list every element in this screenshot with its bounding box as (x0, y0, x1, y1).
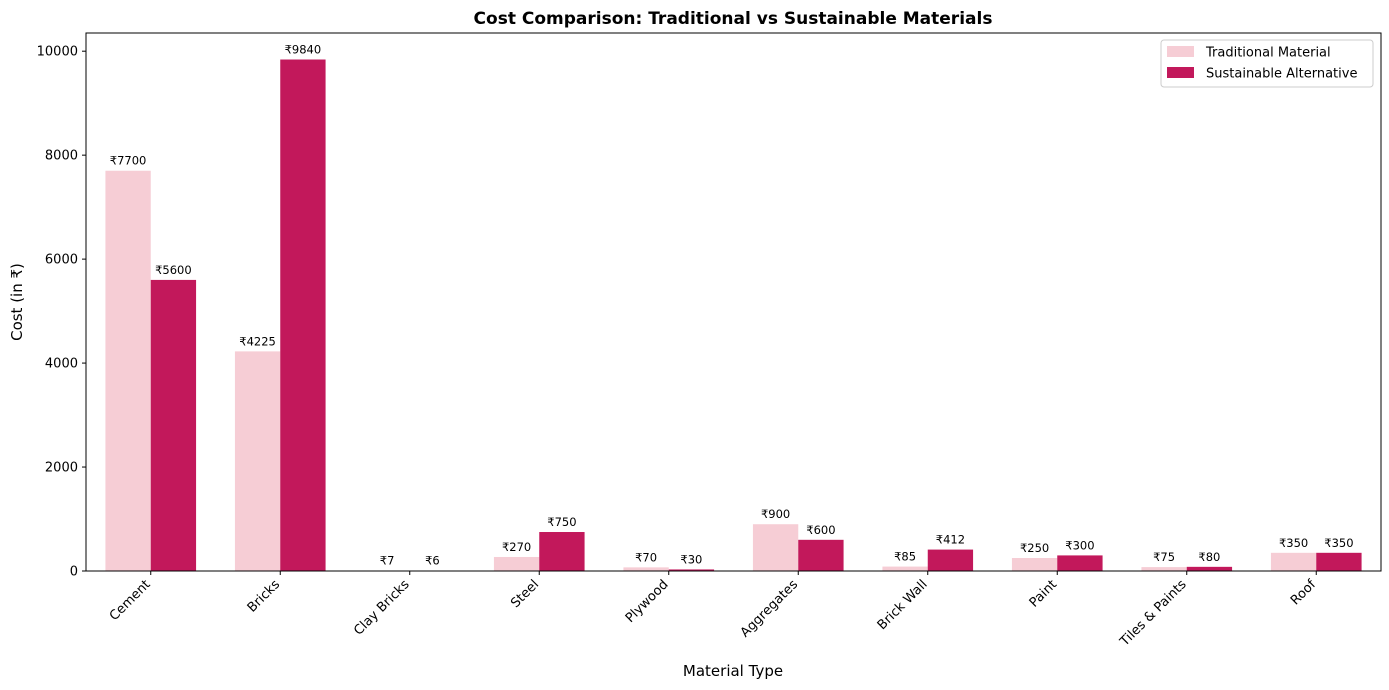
x-tick-label: Roof (1288, 577, 1319, 608)
bar-traditional-material (234, 351, 281, 571)
x-tick-label: Brick Wall (875, 577, 931, 633)
plot-frame (85, 32, 1382, 572)
bar-traditional-material (493, 556, 540, 571)
data-label: ₹5600 (155, 263, 192, 277)
x-tick-label: Plywood (623, 577, 672, 626)
data-label: ₹80 (1198, 550, 1220, 564)
bar-traditional-material (882, 566, 928, 571)
data-label: ₹300 (1065, 538, 1094, 552)
data-label: ₹7 (380, 554, 395, 568)
data-label: ₹70 (635, 550, 657, 564)
bar-traditional-material (1270, 552, 1317, 571)
bar-sustainable-alternative (280, 59, 326, 572)
bar-traditional-material (1011, 558, 1058, 571)
data-label: ₹4225 (239, 334, 276, 348)
bar-sustainable-alternative (668, 569, 715, 571)
data-label: ₹30 (680, 552, 702, 566)
data-label: ₹900 (761, 507, 790, 521)
legend: Traditional Material Sustainable Alternat… (1160, 39, 1374, 88)
bar-sustainable-alternative (798, 539, 844, 571)
data-label: ₹75 (1153, 550, 1175, 564)
bar-traditional-material (752, 524, 799, 571)
x-tick-label: Clay Bricks (351, 577, 413, 639)
data-label: ₹270 (502, 540, 531, 554)
y-tick-label: 10000 (37, 45, 78, 60)
y-axis-label: Cost (in ₹) (8, 263, 26, 341)
bar-sustainable-alternative (1057, 555, 1103, 571)
data-label: ₹350 (1279, 536, 1308, 550)
bar-traditional-material (623, 567, 669, 571)
legend-label: Traditional Material (1205, 46, 1331, 61)
data-label: ₹350 (1324, 536, 1353, 550)
legend-label: Sustainable Alternative (1206, 67, 1357, 82)
x-tick-label: Aggregates (738, 577, 801, 640)
legend-box (1160, 39, 1374, 88)
chart-title: Cost Comparison: Traditional vs Sustaina… (474, 9, 993, 29)
legend-swatch (1167, 67, 1194, 78)
data-label: ₹412 (936, 533, 965, 547)
data-label: ₹250 (1020, 541, 1049, 555)
bar-sustainable-alternative (1316, 552, 1362, 571)
data-label: ₹6 (425, 554, 440, 568)
data-label: ₹750 (547, 515, 576, 529)
data-label: ₹9840 (285, 43, 322, 57)
data-label: ₹600 (806, 523, 835, 537)
y-tick-label: 4000 (45, 357, 78, 372)
x-tick-label: Cement (107, 577, 154, 624)
legend-swatch (1167, 46, 1194, 57)
bar-sustainable-alternative (150, 279, 197, 571)
bar-sustainable-alternative (927, 549, 974, 571)
bar-traditional-material (1141, 567, 1187, 571)
x-tick-label: Steel (508, 577, 542, 611)
x-axis-label: Material Type (683, 662, 783, 680)
bar-sustainable-alternative (1186, 566, 1233, 571)
bar-traditional-material (105, 170, 151, 572)
plot-area: ₹7700 ₹4225 ₹7 ₹270 ₹70 ₹900 ₹85 ₹250 ₹75 ₹350 ₹56… (105, 43, 1362, 572)
y-tick-label: 2000 (45, 461, 78, 476)
x-tick-label: Bricks (245, 577, 284, 616)
x-tick-label: Tiles & Paints (1117, 577, 1190, 650)
y-tick-label: 0 (70, 565, 78, 580)
y-tick-label: 8000 (45, 149, 78, 164)
y-tick-label: 6000 (45, 253, 78, 268)
data-label: ₹7700 (110, 154, 147, 168)
bar-sustainable-alternative (539, 532, 585, 571)
x-tick-label: Paint (1027, 577, 1060, 610)
data-label: ₹85 (894, 550, 916, 564)
